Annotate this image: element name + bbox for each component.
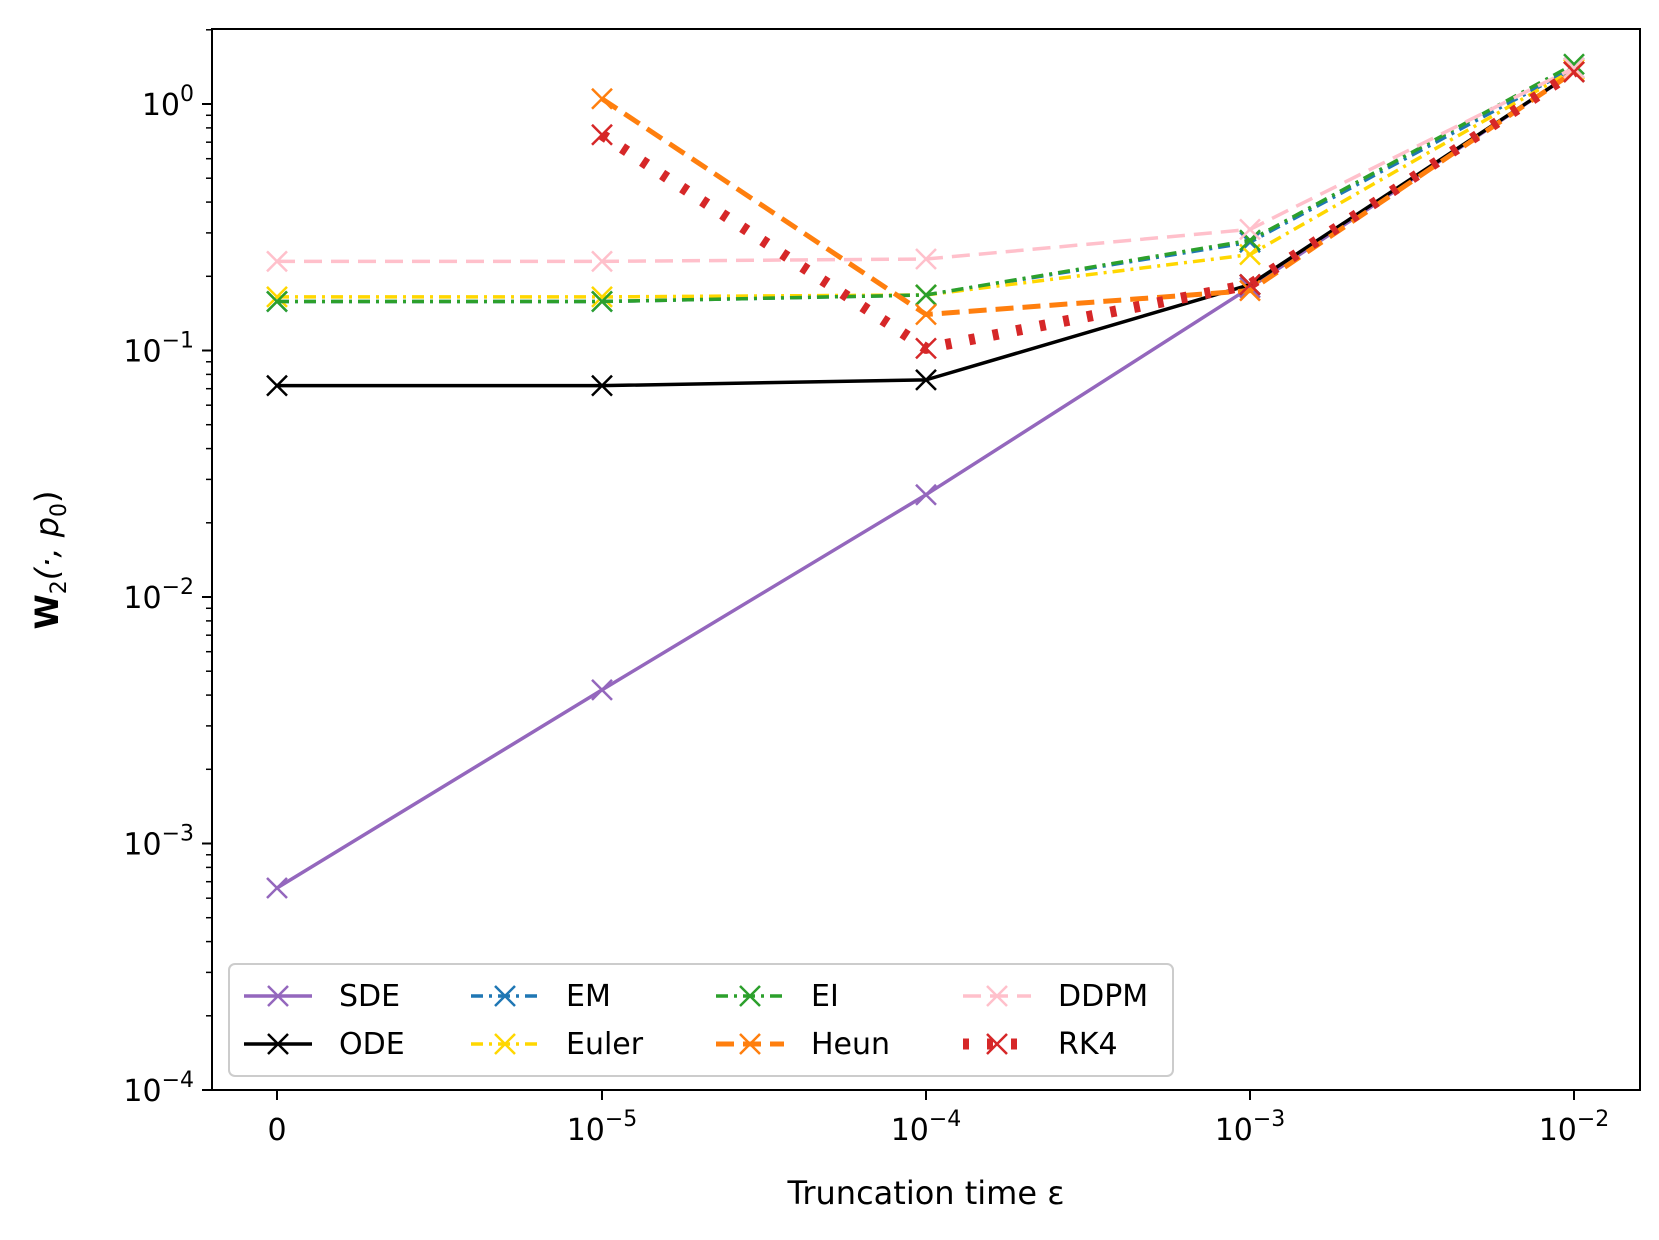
data-point-ddpm	[1563, 57, 1585, 79]
x-tick-label: 10−3	[1215, 1107, 1286, 1148]
legend-label: EI	[811, 979, 839, 1014]
legend-label: SDE	[339, 979, 400, 1014]
series-line-rk4	[598, 67, 1578, 354]
y-tick-label: 10−4	[123, 1068, 194, 1109]
legend: SDE ODE EM Euler EI Heun DDPM RK4	[228, 963, 1174, 1077]
data-point-heun	[591, 87, 613, 110]
y-axis-label-main: W	[28, 594, 66, 629]
legend-label: RK4	[1058, 1027, 1118, 1062]
data-point-ddpm	[266, 250, 288, 273]
x-axis-label: Truncation time ε	[787, 1174, 1065, 1212]
series-layer	[266, 53, 1585, 899]
legend-item-rk4: RK4	[963, 1027, 1118, 1062]
data-point-ddpm	[591, 250, 613, 273]
legend-marker	[494, 985, 516, 1007]
data-point-ode	[591, 374, 613, 397]
data-point-sde	[591, 678, 613, 701]
legend-item-ode: ODE	[244, 1027, 405, 1062]
data-point-ei	[591, 290, 613, 313]
legend-marker	[986, 985, 1008, 1007]
x-tick-label: 10−4	[891, 1107, 962, 1148]
data-point-rk4	[1239, 273, 1261, 296]
legend-marker	[739, 985, 761, 1007]
y-axis-label-sub: 2	[47, 580, 72, 594]
legend-marker	[986, 1033, 1008, 1055]
y-axis-label-close: )	[28, 490, 66, 502]
series-ei	[266, 53, 1585, 313]
legend-item-ei: EI	[716, 979, 839, 1014]
data-point-heun	[915, 303, 937, 326]
legend-label: Euler	[566, 1027, 644, 1062]
x-tick-label: 10−2	[1539, 1107, 1610, 1148]
y-axis-label-args: (·, p	[28, 517, 66, 580]
series-line-heun	[600, 69, 1576, 317]
data-point-ddpm	[915, 248, 937, 270]
data-point-ei	[915, 284, 937, 306]
legend-marker	[739, 1033, 761, 1055]
legend-label: Heun	[811, 1027, 890, 1062]
data-point-euler	[591, 286, 613, 308]
y-axis-label: W2(·, p0)	[28, 490, 72, 629]
legend-item-ddpm: DDPM	[963, 979, 1148, 1014]
data-point-ei	[266, 290, 288, 313]
x-axis-ticks: 0 10−5 10−4 10−3 10−2	[267, 1090, 1609, 1148]
legend-item-em: EM	[471, 979, 611, 1014]
y-axis-label-args-sub: 0	[47, 503, 72, 517]
data-point-ei	[1239, 229, 1261, 252]
legend-item-euler: Euler	[471, 1027, 644, 1062]
y-tick-label: 10−3	[123, 822, 194, 863]
legend-frame	[228, 963, 1174, 1077]
legend-marker	[494, 1033, 516, 1055]
y-tick-label: 10−2	[123, 575, 194, 616]
legend-label: ODE	[339, 1027, 405, 1062]
data-point-ddpm	[1239, 218, 1261, 241]
data-point-rk4	[915, 337, 937, 360]
plot-area	[211, 28, 1641, 1091]
data-point-sde	[915, 483, 937, 506]
legend-label: EM	[566, 979, 611, 1014]
y-axis-ticks: 100 10−1 10−2 10−3 10−4	[123, 29, 212, 1109]
data-point-sde	[266, 877, 288, 899]
data-point-ode	[915, 368, 937, 391]
legend-marker	[267, 1033, 289, 1055]
data-point-ode	[266, 374, 288, 397]
data-point-euler	[266, 286, 288, 308]
legend-item-heun: Heun	[716, 1027, 890, 1062]
data-point-rk4	[1563, 60, 1585, 83]
legend-item-sde: SDE	[244, 979, 400, 1014]
y-tick-label: 100	[142, 82, 194, 123]
legend-label: DDPM	[1058, 979, 1148, 1014]
legend-marker	[267, 985, 289, 1007]
x-tick-label: 10−5	[567, 1107, 638, 1148]
x-tick-label: 0	[267, 1113, 286, 1148]
data-point-rk4	[591, 123, 613, 146]
series-rk4	[591, 60, 1585, 360]
series-ddpm	[266, 57, 1585, 273]
y-tick-label: 10−1	[123, 329, 194, 370]
